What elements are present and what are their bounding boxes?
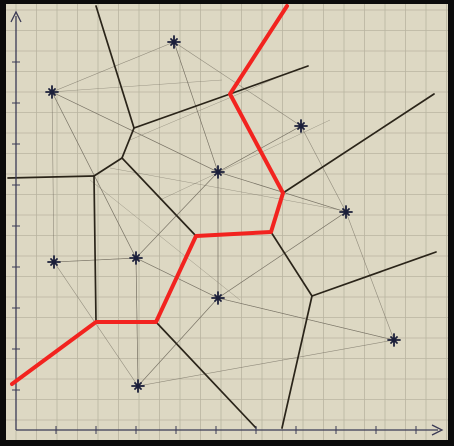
voronoi-edge [7, 175, 95, 179]
arrow-right-icon [431, 424, 444, 436]
site-point-star [339, 205, 353, 219]
construction-line [49, 79, 223, 93]
site-point-star [211, 291, 225, 305]
voronoi-edge [281, 295, 313, 429]
voronoi-edge [93, 175, 97, 323]
voronoi-edge [95, 5, 135, 129]
voronoi-edge [282, 93, 435, 194]
site-point-star [47, 255, 61, 269]
construction-line [89, 179, 241, 301]
graph-paper [6, 4, 448, 440]
voronoi-edge [229, 65, 309, 95]
voronoi-edge [121, 157, 197, 237]
voronoi-edges [7, 5, 437, 429]
site-point-star [129, 251, 143, 265]
site-point-star [387, 333, 401, 347]
site-point-star [294, 119, 308, 133]
voronoi-edge [155, 321, 257, 429]
voronoi-edge [121, 127, 135, 159]
construction-line [129, 67, 301, 141]
site-point-star [131, 379, 145, 393]
axes [10, 10, 444, 436]
site-points [45, 35, 401, 393]
voronoi-edge [311, 251, 437, 297]
highlighted-path-upper [10, 4, 289, 386]
voronoi-edge [270, 231, 313, 297]
voronoi-edge [93, 157, 123, 177]
voronoi-edge [133, 93, 231, 129]
arrow-up-icon [10, 10, 22, 23]
construction-line [159, 119, 331, 201]
site-point-star [45, 85, 59, 99]
site-point-star [211, 165, 225, 179]
site-point-star [167, 35, 181, 49]
construction-line [109, 167, 341, 211]
grid-lines [6, 4, 448, 440]
